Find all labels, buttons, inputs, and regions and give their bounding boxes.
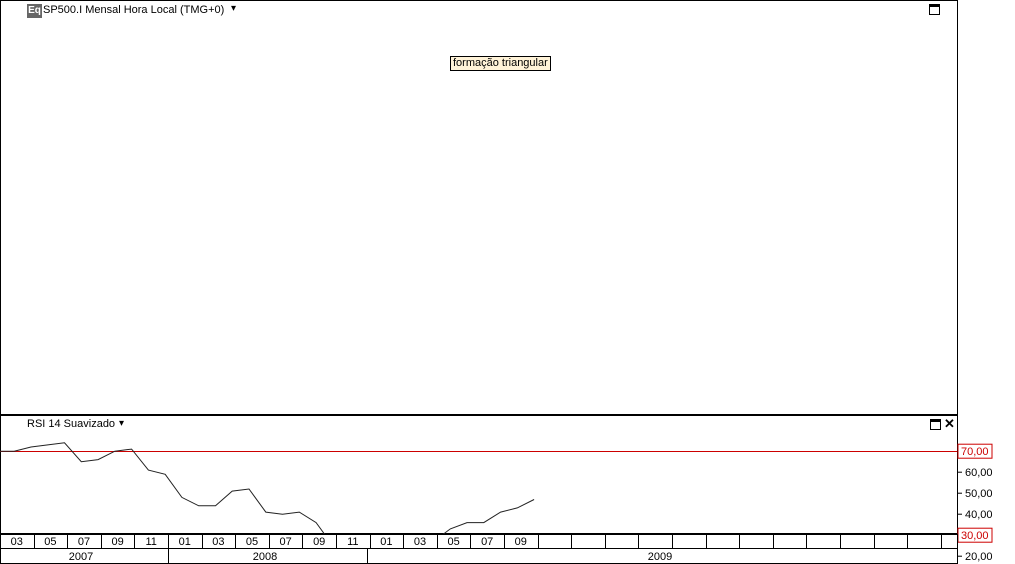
chart-title: SP500.I Mensal Hora Local (TMG+0): [43, 4, 225, 16]
rsi-tick-label: 20,00: [965, 551, 993, 563]
rsi-marker-label: 70,00: [961, 446, 989, 458]
rsi-marker-label: 30,00: [961, 530, 989, 542]
symbol-badge: Eq: [27, 4, 42, 18]
year-row: [0, 548, 958, 564]
month-label: 09: [515, 536, 527, 548]
rsi-maximize-icon[interactable]: [930, 419, 941, 430]
rsi-tick-label: 40,00: [965, 509, 993, 521]
year-label: 2007: [69, 551, 93, 563]
month-label: 11: [145, 536, 156, 548]
month-label: 05: [44, 536, 56, 548]
month-label: 11: [347, 536, 358, 548]
month-label: 01: [179, 536, 191, 548]
month-label: 09: [313, 536, 325, 548]
rsi-close-icon[interactable]: ✕: [944, 416, 955, 431]
month-label: 05: [246, 536, 258, 548]
month-label: 01: [380, 536, 392, 548]
month-label: 03: [414, 536, 426, 548]
month-row: [0, 534, 958, 549]
month-label: 07: [481, 536, 493, 548]
month-label: 03: [11, 536, 23, 548]
rsi-marker-box: [957, 443, 993, 459]
month-label: 03: [212, 536, 224, 548]
axis-layer: 1.800,001.600,001.400,001.200,001.000,00…: [957, 443, 993, 563]
triangle-annotation[interactable]: formação triangular: [450, 56, 551, 71]
title-dropdown-icon[interactable]: ▾: [231, 3, 237, 14]
month-label: 07: [279, 536, 291, 548]
rsi-pane[interactable]: [0, 415, 958, 534]
time-axis: 03 05 07 09 11 01 03 05 07 09 11 01 03 05 07 09 2007 2008…: [0, 534, 958, 564]
month-label: 09: [111, 536, 123, 548]
rsi-dropdown-icon[interactable]: ▾: [119, 418, 125, 429]
rsi-title: RSI 14 Suavizado: [27, 418, 116, 430]
rsi-line[interactable]: [0, 442, 535, 557]
maximize-icon[interactable]: [929, 4, 940, 15]
year-label: 2008: [253, 551, 277, 563]
year-label: 2009: [648, 551, 672, 563]
rsi-tick-label: 60,00: [965, 467, 993, 479]
month-label: 05: [447, 536, 459, 548]
month-label: 07: [78, 536, 90, 548]
rsi-tick-label: 50,00: [965, 488, 993, 500]
